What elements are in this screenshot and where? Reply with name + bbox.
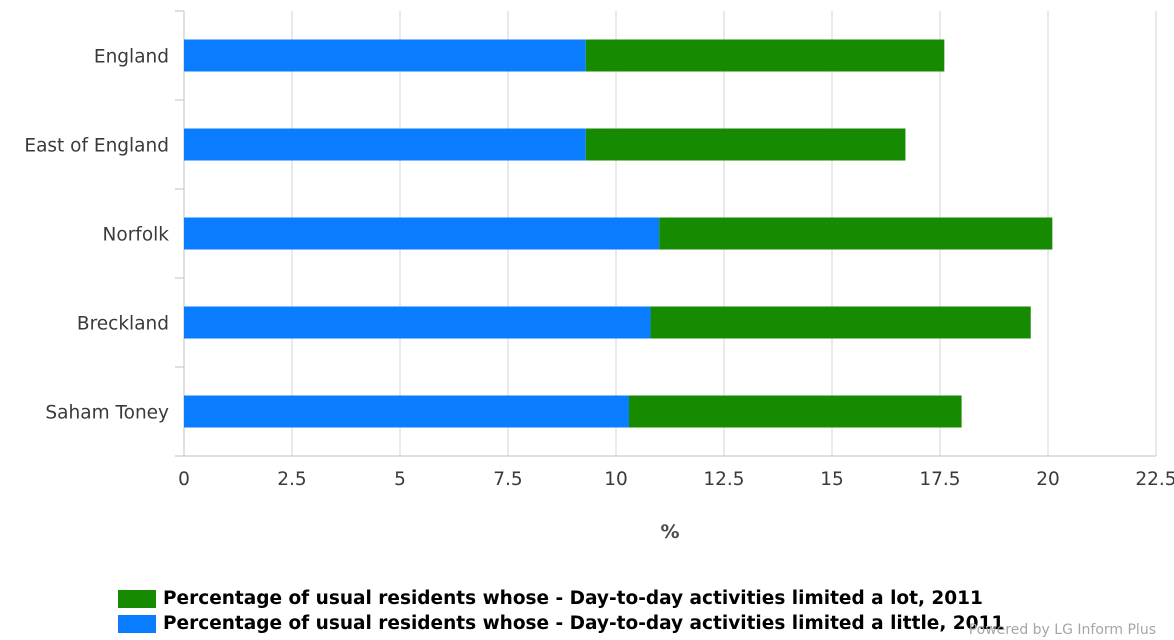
legend-swatch-limited-a-lot xyxy=(118,589,156,608)
category-label-east-of-england: East of England xyxy=(24,136,169,157)
category-label-saham-toney: Saham Toney xyxy=(45,403,169,424)
bar-breckland-series-1[interactable] xyxy=(184,306,651,339)
bar-norfolk-series-2[interactable] xyxy=(659,217,1053,250)
x-tick-label: 20 xyxy=(1036,469,1060,490)
bar-norfolk-series-1[interactable] xyxy=(184,217,660,250)
bar-breckland-series-2[interactable] xyxy=(650,306,1031,339)
category-label-england: England xyxy=(94,47,169,68)
powered-by-credit[interactable]: Powered by LG Inform Plus xyxy=(968,622,1156,638)
bar-east-of-england-series-2[interactable] xyxy=(585,128,906,161)
legend-swatch-limited-a-little xyxy=(118,614,156,633)
x-tick-label: 0 xyxy=(178,469,190,490)
bar-england-series-1[interactable] xyxy=(184,39,586,72)
legend-label-limited-a-lot: Percentage of usual residents whose - Da… xyxy=(163,588,983,609)
bar-england-series-2[interactable] xyxy=(585,39,945,72)
x-tick-label: 2.5 xyxy=(277,469,306,490)
bar-east-of-england-series-1[interactable] xyxy=(184,128,586,161)
x-axis-title: % xyxy=(660,521,679,543)
x-tick-label: 12.5 xyxy=(703,469,744,490)
legend-item-limited-a-little[interactable]: Percentage of usual residents whose - Da… xyxy=(118,611,1004,636)
category-label-breckland: Breckland xyxy=(77,314,169,335)
bar-saham-toney-series-1[interactable] xyxy=(184,395,629,428)
x-tick-label: 15 xyxy=(820,469,844,490)
x-tick-label: 5 xyxy=(394,469,406,490)
x-tick-label: 17.5 xyxy=(919,469,960,490)
legend-item-limited-a-lot[interactable]: Percentage of usual residents whose - Da… xyxy=(118,586,1004,611)
x-tick-label: 10 xyxy=(604,469,628,490)
legend: Percentage of usual residents whose - Da… xyxy=(118,586,1004,636)
legend-label-limited-a-little: Percentage of usual residents whose - Da… xyxy=(163,613,1005,634)
x-tick-label: 22.5 xyxy=(1135,469,1174,490)
x-tick-label: 7.5 xyxy=(493,469,522,490)
bar-saham-toney-series-2[interactable] xyxy=(628,395,962,428)
category-label-norfolk: Norfolk xyxy=(103,225,170,246)
